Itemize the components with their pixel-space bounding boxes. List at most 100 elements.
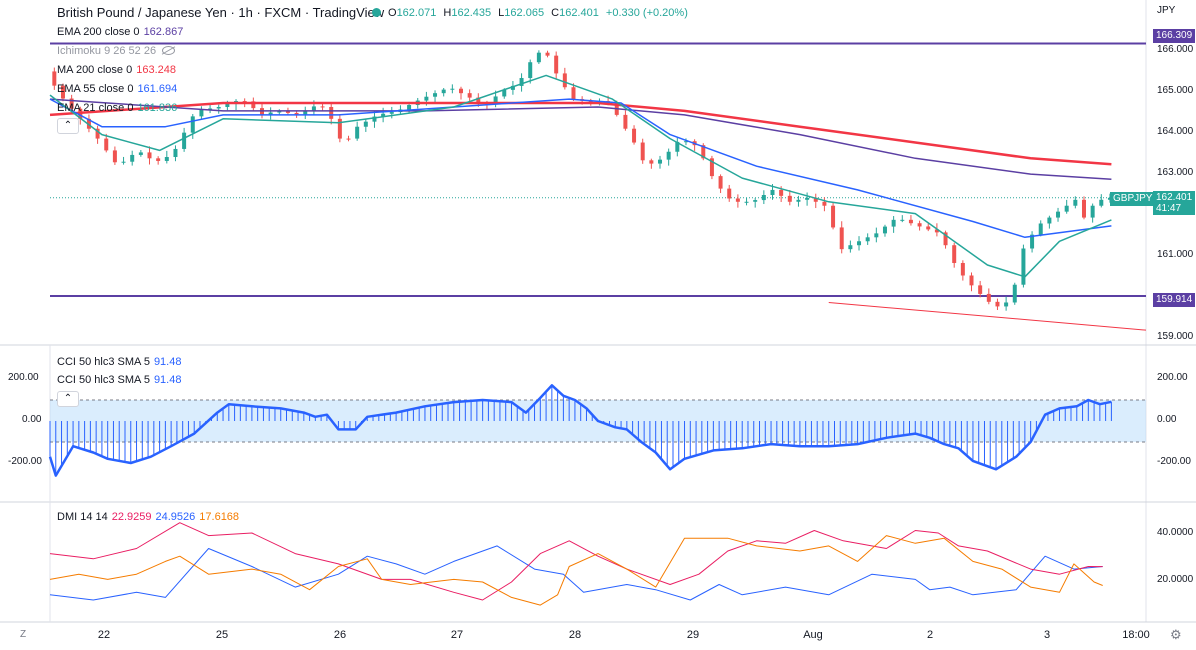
- last-price-tag: 162.401 41:47: [1153, 191, 1196, 215]
- candle-body: [545, 52, 550, 56]
- candle-body: [303, 111, 308, 115]
- time-tick: 18:00: [1122, 629, 1150, 641]
- level-upper-tag: 166.309: [1153, 29, 1196, 43]
- time-tick: 22: [97, 629, 111, 641]
- cci-legend-1[interactable]: CCI 50 hlc3 SMA 5 91.48: [57, 356, 182, 368]
- time-tick: 29: [686, 629, 700, 641]
- price-tick: 165.000: [1157, 85, 1194, 96]
- adx-line: [49, 535, 1103, 606]
- candle-body: [130, 154, 135, 162]
- candle-body: [1090, 205, 1095, 218]
- timezone-icon[interactable]: Z: [20, 629, 27, 640]
- candle-body: [389, 112, 394, 114]
- candle-body: [138, 152, 143, 155]
- candle-body: [156, 158, 161, 161]
- cci-tick-right: -200.00: [1157, 456, 1191, 467]
- candle-body: [346, 138, 351, 140]
- time-tick: Aug: [803, 629, 823, 641]
- trendline: [828, 301, 1147, 331]
- candle-body: [744, 201, 749, 203]
- candle-body: [190, 116, 195, 133]
- ema21-line: [49, 74, 1112, 278]
- candle-body: [1073, 199, 1078, 206]
- candle-body: [268, 112, 273, 115]
- price-tick: 159.000: [1157, 331, 1194, 342]
- candle-body: [986, 293, 991, 302]
- candle-body: [848, 245, 853, 250]
- collapse-cci-button[interactable]: ⌃: [57, 391, 79, 407]
- candle-body: [459, 88, 463, 94]
- cci-legend-2[interactable]: CCI 50 hlc3 SMA 5 91.48: [57, 374, 182, 386]
- cci-tick-left: 0.00: [22, 414, 42, 425]
- candle-body: [562, 73, 567, 88]
- candle-body: [95, 128, 100, 139]
- time-tick: 27: [450, 629, 464, 641]
- candle-body: [588, 100, 593, 103]
- candle-body: [908, 219, 913, 224]
- candle-body: [311, 106, 316, 112]
- candle-body: [709, 158, 714, 177]
- time-tick: 28: [568, 629, 582, 641]
- price-tick: 164.000: [1157, 126, 1194, 137]
- time-tick: 26: [333, 629, 347, 641]
- candle-body: [433, 93, 438, 97]
- collapse-legend-button[interactable]: ⌃: [57, 118, 79, 134]
- level-lower-tag: 159.914: [1153, 293, 1196, 307]
- candle-body: [112, 150, 117, 163]
- legend-ichimoku[interactable]: Ichimoku 9 26 52 26: [57, 44, 176, 58]
- hidden-eye-icon[interactable]: [162, 46, 176, 55]
- legend-ema21[interactable]: EMA 21 close 0 161.836: [57, 102, 178, 114]
- candle-body: [1047, 217, 1052, 224]
- candle-body: [770, 189, 775, 196]
- time-tick: 25: [215, 629, 229, 641]
- candle-body: [381, 113, 386, 117]
- symbol-tag: GBPJPY: [1110, 192, 1156, 206]
- candle-body: [1056, 211, 1061, 218]
- candle-body: [969, 275, 974, 286]
- candle-body: [337, 118, 342, 139]
- cci-tick-right: 0.00: [1157, 414, 1177, 425]
- chart-title: British Pound / Japanese Yen · 1h · FXCM…: [57, 5, 385, 20]
- candle-body: [943, 232, 948, 246]
- dmi-plus-line: [49, 545, 1103, 601]
- candle-body: [1004, 302, 1009, 307]
- candle-body: [536, 52, 541, 63]
- candle-body: [839, 227, 844, 250]
- candle-body: [164, 157, 169, 161]
- candle-body: [675, 141, 680, 152]
- candle-body: [952, 245, 957, 263]
- candle-body: [649, 160, 654, 164]
- ohlc-open: O162.071: [388, 7, 437, 19]
- ema200-line: [49, 98, 1112, 181]
- legend-ma200[interactable]: MA 200 close 0 163.248: [57, 64, 176, 76]
- candle-body: [1099, 199, 1104, 206]
- candle-body: [502, 89, 507, 97]
- candle-body: [510, 85, 515, 90]
- candle-body: [216, 106, 221, 109]
- cci-line: [48, 384, 1112, 477]
- candle-body: [1064, 205, 1069, 212]
- gear-icon[interactable]: ⚙: [1170, 627, 1182, 642]
- candle-body: [199, 109, 204, 117]
- candle-body: [476, 97, 481, 104]
- candle-body: [779, 189, 784, 196]
- candle-body: [52, 71, 57, 86]
- dmi-legend[interactable]: DMI 14 14 22.9259 24.9526 17.6168: [57, 511, 240, 523]
- market-status-dot: [372, 8, 381, 17]
- ma200-line: [49, 101, 1112, 166]
- ohlc-close: C162.401: [551, 7, 599, 19]
- candle-body: [60, 85, 65, 99]
- currency-label[interactable]: JPY: [1157, 5, 1176, 16]
- candle-body: [822, 201, 827, 206]
- candle-body: [208, 108, 213, 110]
- candle-body: [831, 205, 836, 228]
- candle-body: [735, 198, 740, 202]
- candle-body: [926, 226, 931, 230]
- candle-body: [554, 55, 559, 74]
- legend-ema200[interactable]: EMA 200 close 0 162.867: [57, 26, 184, 38]
- legend-ema55[interactable]: EMA 55 close 0 161.694: [57, 83, 178, 95]
- candle-body: [666, 151, 671, 160]
- candle-body: [640, 142, 645, 161]
- candle-body: [1038, 223, 1043, 235]
